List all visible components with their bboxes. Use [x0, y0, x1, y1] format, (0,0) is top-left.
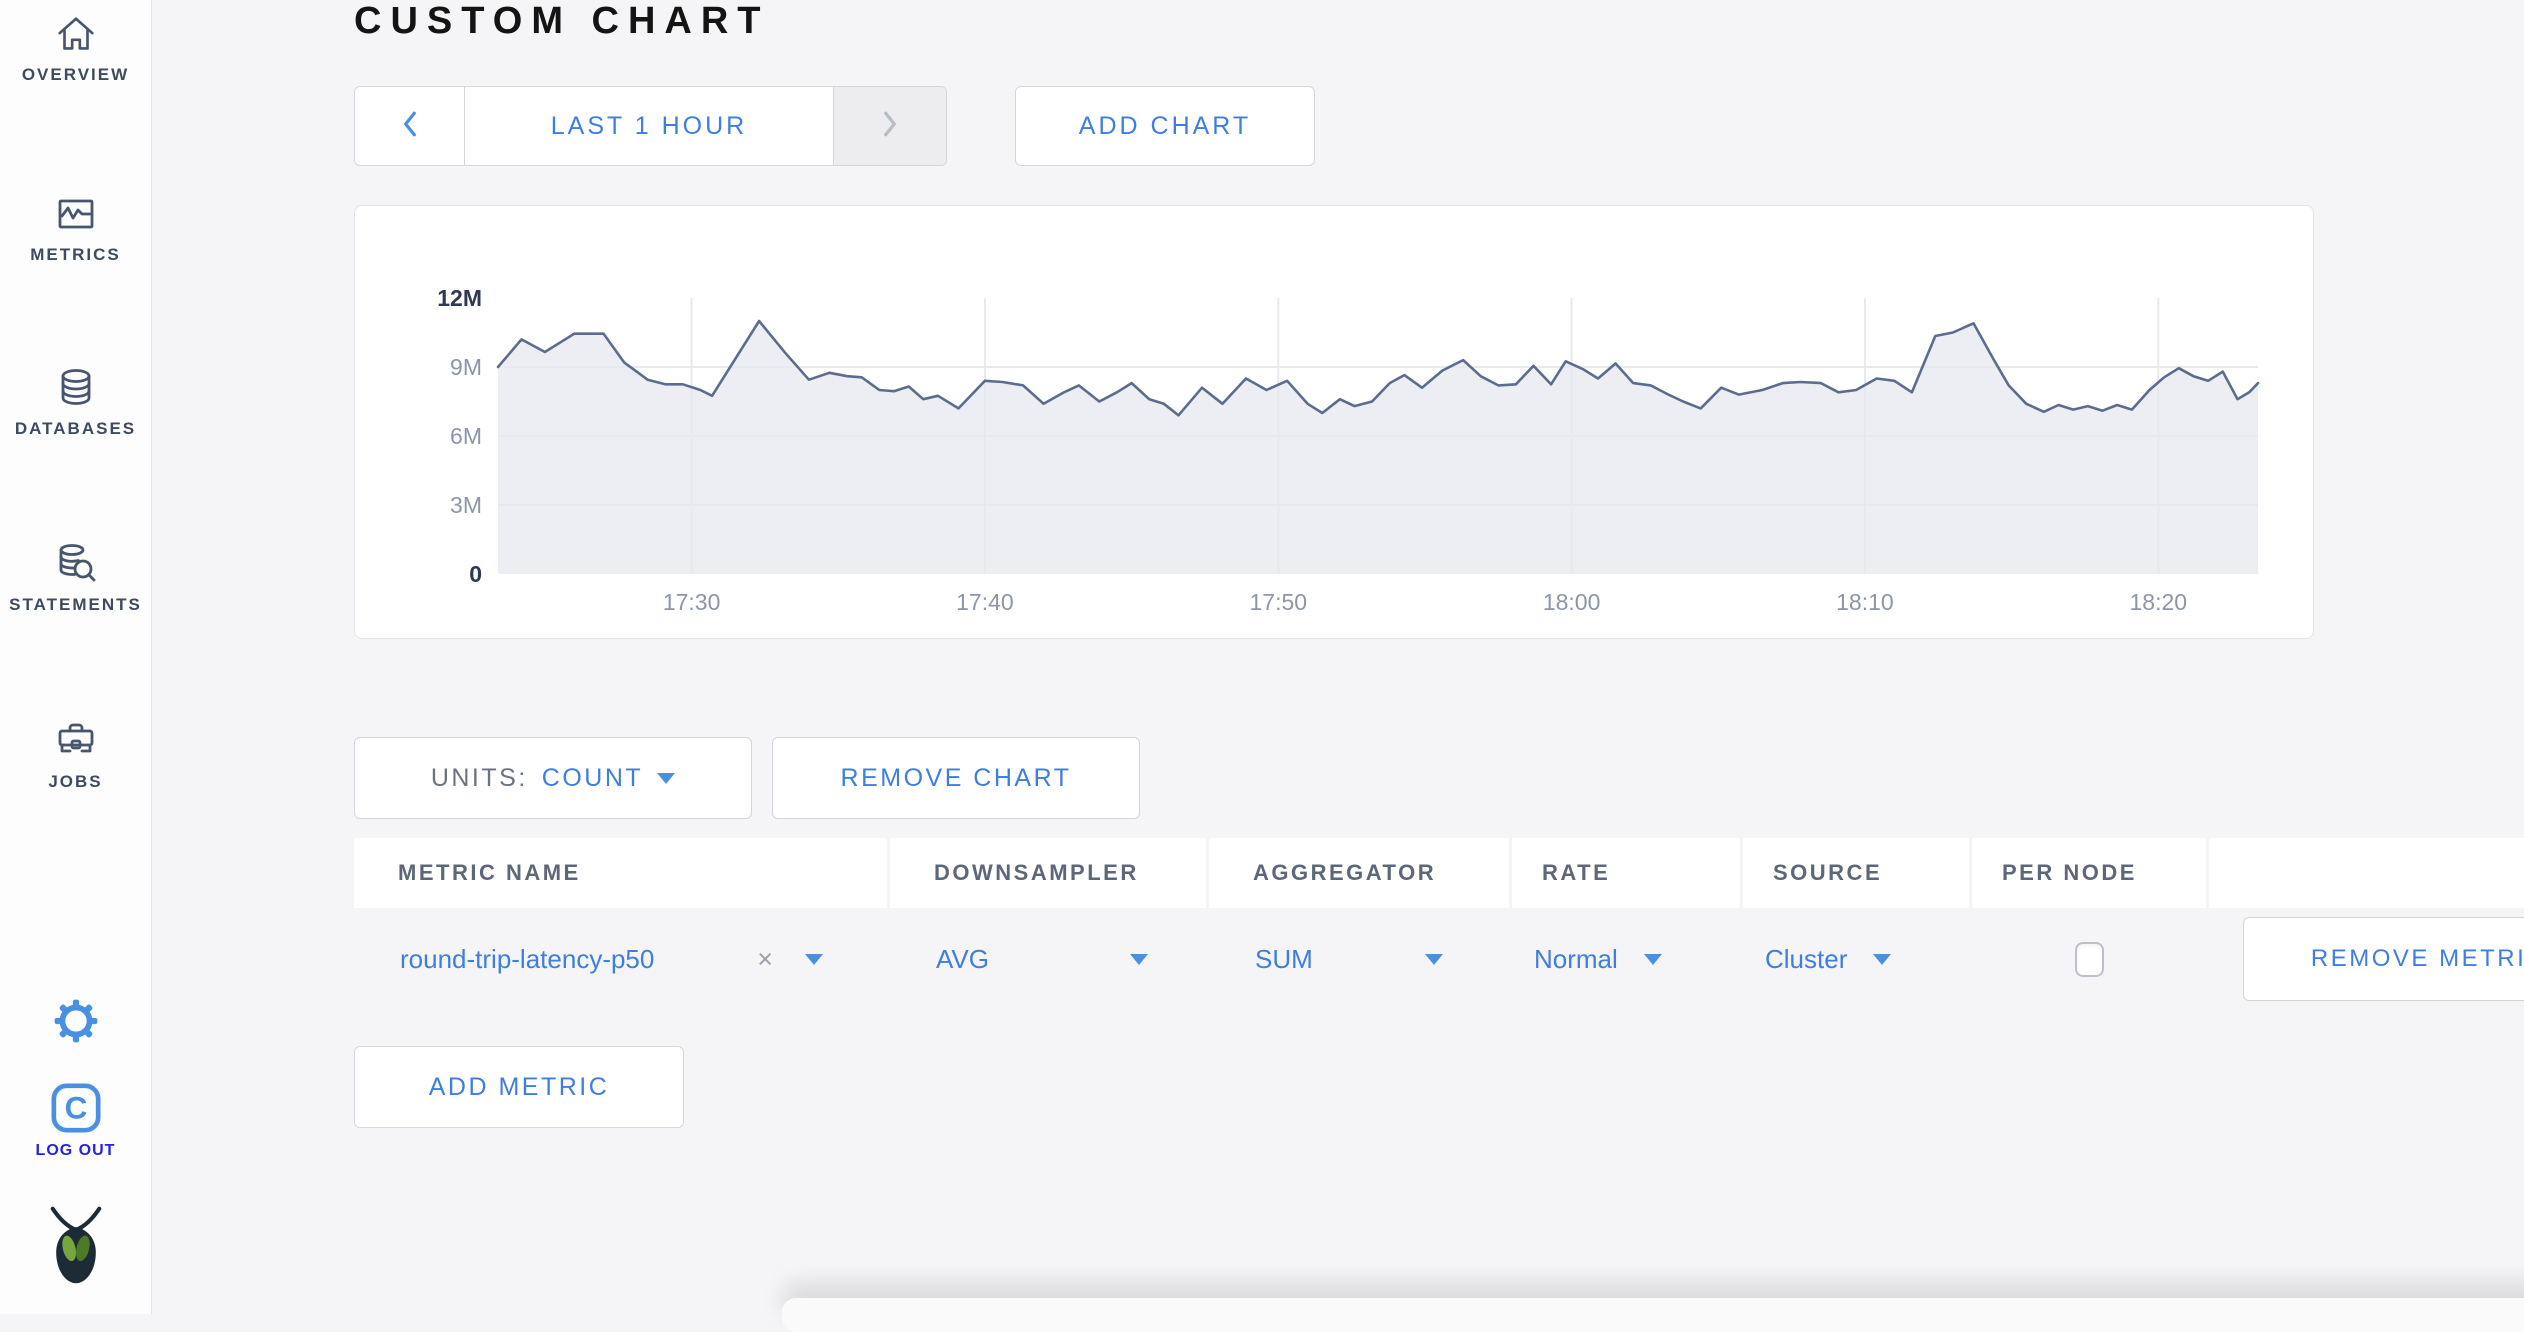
remove-metric-button[interactable]: REMOVE METRIC: [2243, 917, 2524, 1001]
units-label: UNITS:: [430, 763, 528, 792]
svg-text:3M: 3M: [450, 492, 482, 518]
chevron-left-icon: [401, 110, 419, 143]
metric-name-value: round-trip-latency-p50: [400, 943, 655, 974]
add-metric-button[interactable]: ADD METRIC: [354, 1046, 684, 1128]
sidebar: OVERVIEW METRICS DATABASES: [0, 0, 152, 1314]
units-dropdown[interactable]: UNITS: COUNT: [354, 737, 752, 819]
svg-text:0: 0: [469, 561, 482, 587]
sidebar-item-statements[interactable]: STATEMENTS: [0, 540, 151, 615]
sidebar-item-databases[interactable]: DATABASES: [0, 364, 151, 439]
rate-select[interactable]: Normal: [1512, 911, 1740, 1007]
metric-name-select[interactable]: round-trip-latency-p50 ×: [354, 911, 887, 1007]
metrics-chart-icon: [0, 190, 151, 238]
downsampler-value: AVG: [936, 943, 989, 974]
time-range-value[interactable]: LAST 1 HOUR: [550, 111, 748, 140]
remove-chart-button[interactable]: REMOVE CHART: [772, 737, 1140, 819]
metrics-table-header: METRIC NAME DOWNSAMPLER AGGREGATOR RATE …: [354, 838, 2524, 908]
chevron-down-icon: [1873, 953, 1892, 965]
clear-metric-icon[interactable]: ×: [757, 943, 773, 974]
svg-text:18:20: 18:20: [2129, 589, 2187, 615]
cockroach-c-logo-icon: C: [0, 1080, 151, 1136]
sidebar-item-label: DATABASES: [14, 419, 137, 438]
time-range-next-button[interactable]: [833, 87, 946, 165]
svg-text:C: C: [64, 1090, 87, 1126]
page-title: CUSTOM CHART: [354, 0, 770, 42]
svg-text:17:30: 17:30: [663, 589, 721, 615]
cockroachdb-bug-logo: [0, 1206, 151, 1288]
database-icon: [0, 364, 151, 412]
gear-icon: [0, 996, 151, 1046]
chevron-down-icon: [1425, 953, 1443, 965]
svg-text:17:50: 17:50: [1249, 589, 1307, 615]
main-content: CUSTOM CHART LAST 1 HOUR ADD CHART 0 3M 6M…: [152, 0, 2524, 1332]
sidebar-item-label: METRICS: [30, 245, 121, 264]
statements-search-database-icon: [0, 540, 151, 588]
svg-text:6M: 6M: [450, 423, 482, 449]
sidebar-item-label: JOBS: [48, 772, 103, 791]
sidebar-item-label: OVERVIEW: [21, 65, 130, 84]
per-node-checkbox[interactable]: [2074, 941, 2104, 977]
chevron-down-icon: [1643, 953, 1662, 965]
col-header-per-node: PER NODE: [1972, 838, 2206, 908]
cockroach-bug-icon: [0, 1206, 151, 1288]
per-node-cell: [1972, 911, 2206, 1007]
metrics-table: METRIC NAME DOWNSAMPLER AGGREGATOR RATE …: [354, 838, 2524, 1007]
briefcase-icon: [0, 717, 151, 765]
sidebar-item-label: STATEMENTS: [9, 595, 142, 614]
sidebar-item-metrics[interactable]: METRICS: [0, 190, 151, 265]
source-select[interactable]: Cluster: [1743, 911, 1969, 1007]
custom-chart-canvas[interactable]: 0 3M 6M 9M 12M 17:30 17:40 17:50 18:00 18:10 18:20: [355, 206, 2313, 643]
custom-chart-card: 0 3M 6M 9M 12M 17:30 17:40 17:50 18:00 18:10 18:20: [354, 205, 2314, 639]
time-range-selector: LAST 1 HOUR: [354, 86, 947, 166]
rate-value: Normal: [1534, 943, 1618, 974]
col-header-rate: RATE: [1512, 838, 1740, 908]
svg-text:18:00: 18:00: [1543, 589, 1601, 615]
svg-text:17:40: 17:40: [956, 589, 1014, 615]
add-chart-button[interactable]: ADD CHART: [1015, 86, 1315, 166]
source-value: Cluster: [1765, 943, 1848, 974]
time-range-prev-button[interactable]: [355, 87, 465, 165]
chevron-down-icon: [657, 772, 676, 784]
settings-gear-button[interactable]: [0, 996, 151, 1046]
logout-label: LOG OUT: [35, 1142, 116, 1159]
col-header-source: SOURCE: [1743, 838, 1969, 908]
downsampler-select[interactable]: AVG: [890, 911, 1206, 1007]
col-header-metric-name: METRIC NAME: [354, 838, 887, 908]
metric-row: round-trip-latency-p50 × AVG SUM Normal …: [354, 911, 2524, 1007]
svg-text:9M: 9M: [450, 354, 482, 380]
svg-text:12M: 12M: [437, 285, 482, 311]
next-section-shadow: [782, 1298, 2524, 1332]
actions-cell: REMOVE METRIC: [2209, 911, 2524, 1007]
units-value: COUNT: [541, 763, 644, 792]
sidebar-item-jobs[interactable]: JOBS: [0, 717, 151, 792]
col-header-downsampler: DOWNSAMPLER: [890, 838, 1206, 908]
sidebar-item-overview[interactable]: OVERVIEW: [0, 12, 151, 85]
col-header-aggregator: AGGREGATOR: [1209, 838, 1509, 908]
chevron-down-icon[interactable]: [805, 953, 823, 965]
chevron-down-icon: [1130, 953, 1148, 965]
chevron-right-icon: [881, 110, 899, 143]
aggregator-value: SUM: [1255, 943, 1313, 974]
aggregator-select[interactable]: SUM: [1209, 911, 1509, 1007]
svg-text:18:10: 18:10: [1836, 589, 1894, 615]
col-header-actions: [2209, 838, 2524, 908]
logout-button[interactable]: C LOG OUT: [0, 1080, 151, 1160]
home-icon: [0, 12, 151, 58]
